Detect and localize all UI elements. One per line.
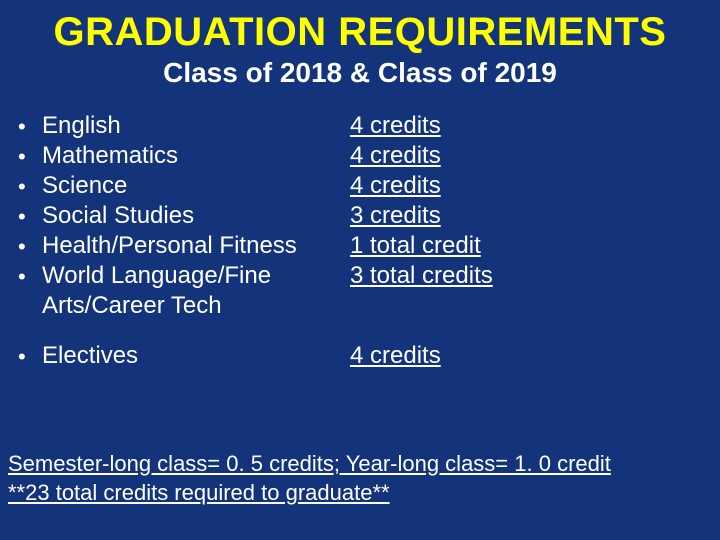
credits-label: 4 credits [350,341,441,371]
credits-label: 3 total credits [350,261,493,291]
bullet-icon: • [18,201,42,231]
subject-label: English [42,111,350,141]
subject-label: Science [42,171,350,201]
requirement-row: •Health/Personal Fitness1 total credit [18,231,720,261]
credits-label: 3 credits [350,201,441,231]
main-title: GRADUATION REQUIREMENTS [0,0,720,55]
bullet-icon: • [18,341,42,371]
requirement-row: •Science4 credits [18,171,720,201]
footnote-line: Semester-long class= 0. 5 credits; Year-… [8,449,611,479]
credits-label: 4 credits [350,111,441,141]
bullet-icon: • [18,171,42,201]
credits-label: 4 credits [350,141,441,171]
requirement-row: •Electives4 credits [18,341,720,371]
bullet-icon: • [18,231,42,261]
footnotes: Semester-long class= 0. 5 credits; Year-… [8,449,611,508]
requirement-row: •Mathematics4 credits [18,141,720,171]
subject-label: Health/Personal Fitness [42,231,350,261]
requirement-row: •Social Studies3 credits [18,201,720,231]
credits-label: 4 credits [350,171,441,201]
bullet-icon: • [18,111,42,141]
footnote-line: **23 total credits required to graduate*… [8,478,611,508]
credits-label: 1 total credit [350,231,481,261]
subject-label: Mathematics [42,141,350,171]
requirement-row: •English4 credits [18,111,720,141]
requirement-row: •World Language/Fine Arts/Career Tech3 t… [18,261,720,321]
subject-label: Social Studies [42,201,350,231]
requirements-list: •English4 credits•Mathematics4 credits•S… [0,111,720,371]
subtitle: Class of 2018 & Class of 2019 [0,57,720,89]
bullet-icon: • [18,261,42,291]
bullet-icon: • [18,141,42,171]
subject-label: Electives [42,341,350,371]
subject-label: World Language/Fine Arts/Career Tech [42,261,350,321]
